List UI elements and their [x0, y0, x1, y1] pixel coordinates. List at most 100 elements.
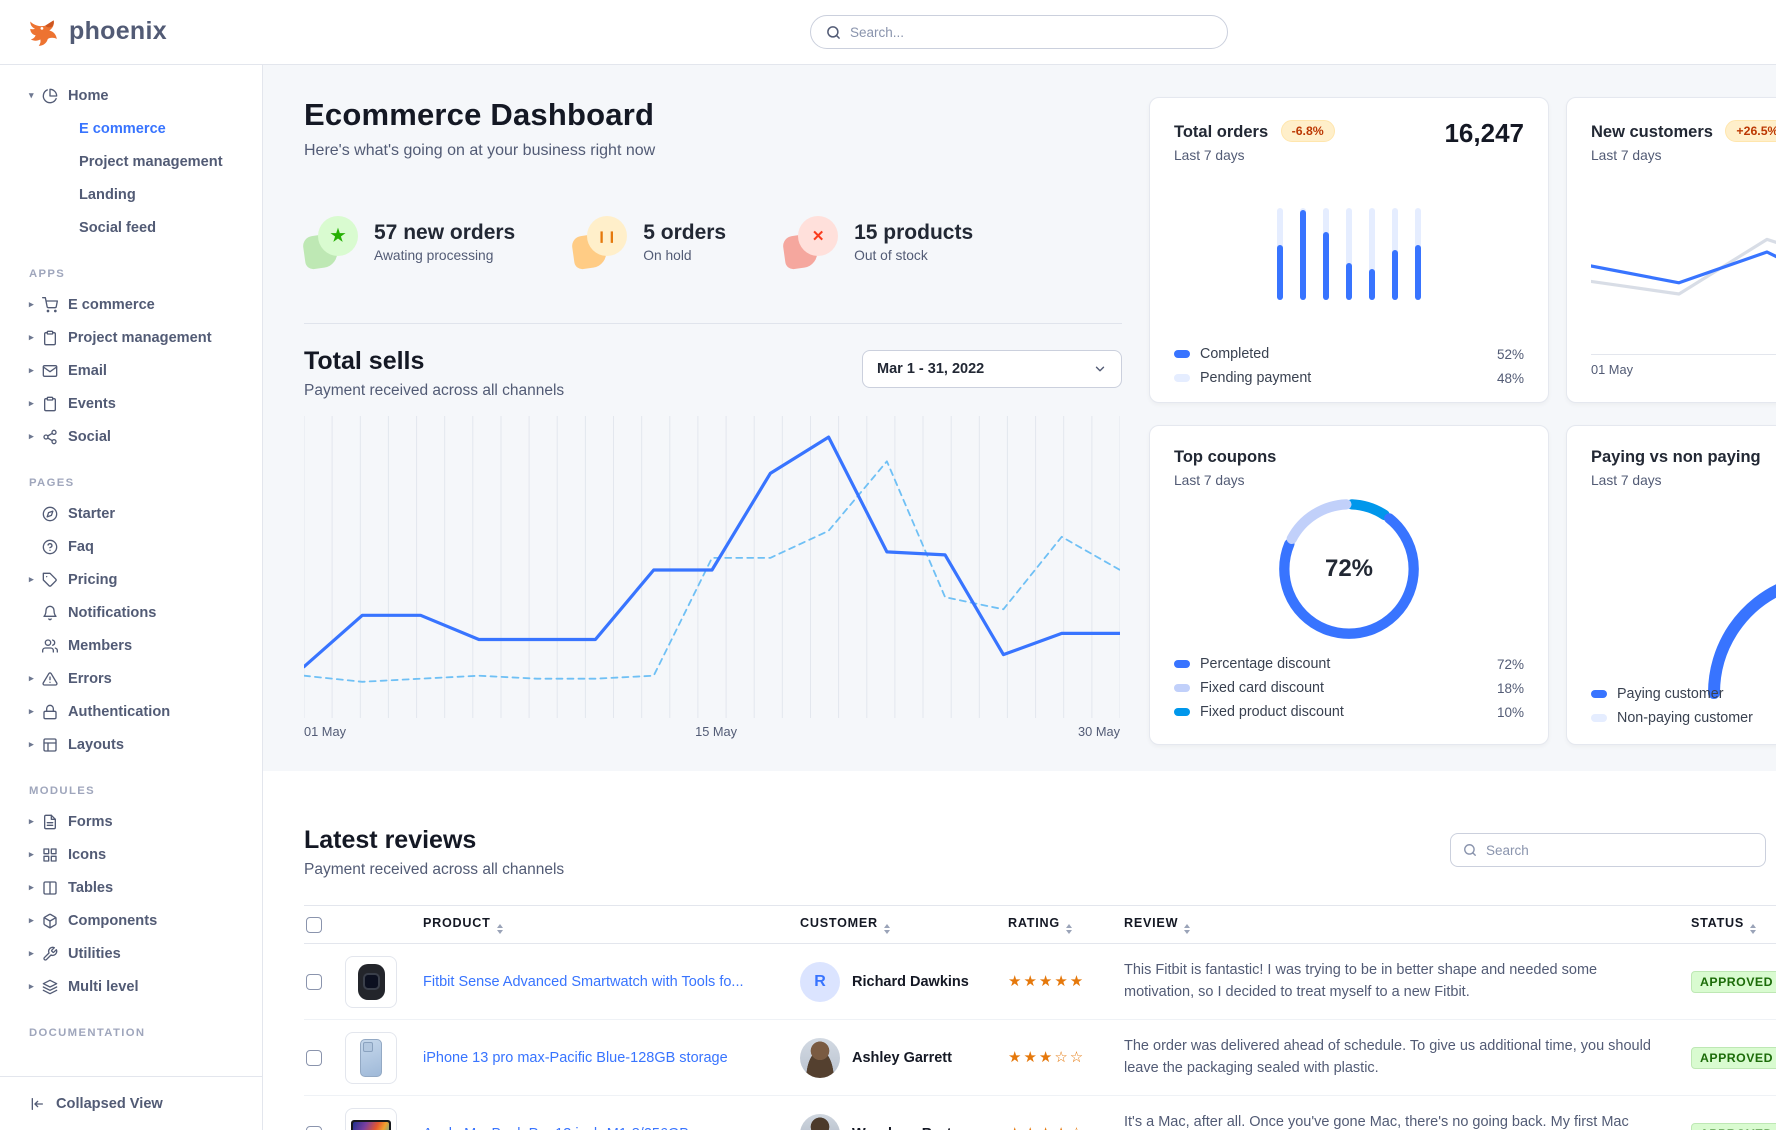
- order-bar: [1346, 208, 1352, 300]
- product-thumbnail-fitbit[interactable]: [345, 955, 397, 1008]
- clipboard-icon: [44, 396, 56, 411]
- caret-right-icon: ▸: [29, 849, 34, 859]
- column-header-status[interactable]: STATUS: [1691, 905, 1776, 944]
- product-thumbnail-macbook[interactable]: [345, 1107, 397, 1130]
- review-text: This Fitbit is fantastic! I was trying t…: [1124, 962, 1598, 1000]
- sidebar-item-layouts[interactable]: ▸ Layouts: [29, 736, 124, 753]
- order-bar: [1277, 208, 1283, 300]
- sidebar: ▾ Home E commerce Project management Lan…: [0, 65, 263, 1130]
- column-header-customer[interactable]: CUSTOMER: [800, 905, 1008, 944]
- sidebar-item-starter[interactable]: Starter: [29, 497, 252, 530]
- grid-icon: [43, 847, 57, 862]
- sort-icon[interactable]: [1184, 923, 1191, 934]
- product-link[interactable]: Apple MacBook Pro 13 inch-M1-8/256GB: [423, 1126, 689, 1130]
- legend-completed: Completed 52%: [1174, 342, 1524, 366]
- sidebar-item-apps-events[interactable]: ▸ Events: [29, 395, 116, 412]
- section-label-documentation: DOCUMENTATION: [29, 1027, 146, 1039]
- sidebar-item-multi-level[interactable]: ▸ Multi level: [29, 978, 139, 995]
- sidebar-item-icons[interactable]: ▸ Icons: [29, 846, 107, 863]
- sidebar-item-apps-ecommerce[interactable]: ▸ E commerce: [29, 296, 155, 313]
- brand[interactable]: phoenix: [0, 0, 1776, 48]
- top-coupons-donut-chart: 72%: [1274, 494, 1424, 644]
- global-search-input[interactable]: [850, 24, 1212, 40]
- box-icon: [43, 913, 57, 928]
- sidebar-item-members[interactable]: Members: [29, 629, 252, 662]
- search-icon: [827, 25, 840, 39]
- sidebar-item-faq[interactable]: Faq: [29, 530, 252, 563]
- chevron-down-icon: [1095, 366, 1105, 372]
- reviews-search-input[interactable]: [1486, 842, 1753, 858]
- kpi-cards: Total orders -6.8% Last 7 days 16,247 Co…: [1149, 97, 1776, 745]
- select-all-checkbox[interactable]: [306, 916, 322, 933]
- sort-icon[interactable]: [1065, 923, 1072, 934]
- legend-marker: [1174, 374, 1190, 382]
- sidebar-item-components[interactable]: ▸ Components: [29, 912, 158, 929]
- status-badge: APPROVED ✓: [1691, 1122, 1776, 1130]
- product-link[interactable]: iPhone 13 pro max-Pacific Blue-128GB sto…: [423, 1049, 728, 1066]
- product-link[interactable]: Fitbit Sense Advanced Smartwatch with To…: [423, 973, 744, 990]
- sidebar-item-forms[interactable]: ▸ Forms: [29, 813, 113, 830]
- collapse-sidebar-button[interactable]: Collapsed View: [0, 1076, 262, 1130]
- sidebar-item-apps-project-management[interactable]: ▸ Project management: [29, 329, 212, 346]
- sort-icon[interactable]: [883, 923, 890, 934]
- sidebar-item-utilities[interactable]: ▸ Utilities: [29, 945, 121, 962]
- total-sells-title: Total sells: [304, 347, 425, 375]
- page-title: Ecommerce Dashboard: [304, 97, 655, 132]
- sidebar-item-ecommerce-page[interactable]: E commerce: [79, 120, 166, 137]
- caret-right-icon: ▸: [29, 882, 34, 892]
- paying-vs-nonpaying-card: Paying vs non paying Last 7 days Paying …: [1566, 425, 1776, 745]
- sidebar-item-project-management-page[interactable]: Project management: [79, 153, 223, 170]
- sort-icon[interactable]: [496, 923, 503, 934]
- layout-icon: [43, 737, 57, 752]
- row-checkbox[interactable]: [306, 1049, 322, 1066]
- column-header-product[interactable]: PRODUCT: [423, 905, 800, 944]
- column-header-review[interactable]: REVIEW: [1124, 905, 1691, 944]
- pie-chart-icon: [42, 88, 58, 103]
- sidebar-item-notifications[interactable]: Notifications: [29, 596, 252, 629]
- order-bar: [1300, 208, 1306, 300]
- legend-marker: [1174, 684, 1190, 692]
- caret-right-icon: ▸: [29, 431, 34, 441]
- tag-icon: [42, 572, 57, 587]
- total-orders-value: 16,247: [1444, 118, 1524, 148]
- sidebar-item-tables[interactable]: ▸ Tables: [29, 879, 114, 896]
- row-checkbox[interactable]: [306, 1125, 322, 1130]
- date-range-select[interactable]: Mar 1 - 31, 2022: [862, 350, 1122, 388]
- sidebar-item-landing-page[interactable]: Landing: [79, 186, 136, 203]
- caret-right-icon: ▸: [29, 706, 34, 716]
- star-icon: ★: [318, 216, 358, 256]
- sidebar-item-apps-social[interactable]: ▸ Social: [29, 428, 111, 445]
- home-children: E commerce Project management Landing So…: [29, 112, 252, 244]
- sidebar-item-errors[interactable]: ▸ Errors: [29, 670, 112, 687]
- avatar: R: [800, 961, 840, 1002]
- rating-stars: ★★★★☆: [1008, 1125, 1085, 1130]
- row-checkbox[interactable]: [306, 973, 322, 990]
- table-row: Apple MacBook Pro 13 inch-M1-8/256GB Woo…: [304, 1095, 1776, 1130]
- global-search[interactable]: [810, 15, 1228, 49]
- avatar: [800, 1037, 840, 1078]
- sidebar-item-social-feed-page[interactable]: Social feed: [79, 219, 157, 236]
- customer-cell: R Richard Dawkins: [800, 961, 1008, 1002]
- total-orders-card: Total orders -6.8% Last 7 days 16,247 Co…: [1149, 97, 1549, 403]
- reviews-search[interactable]: [1450, 833, 1766, 867]
- alert-triangle-icon: [42, 671, 58, 686]
- sort-icon[interactable]: [1750, 923, 1757, 934]
- product-thumbnail-iphone[interactable]: [345, 1031, 397, 1084]
- axis-line: [1591, 354, 1776, 355]
- table-header-row: PRODUCT CUSTOMER RATING REVIEW STATUS: [304, 905, 1776, 944]
- sidebar-item-pricing[interactable]: ▸ Pricing: [29, 571, 118, 588]
- bell-icon: [43, 605, 57, 620]
- clipboard-icon: [44, 330, 56, 345]
- legend-paying-customer: Paying customer: [1591, 682, 1776, 706]
- stat-new-orders: ★ 57 new orders Awating processing: [301, 216, 515, 271]
- status-badge: APPROVED ✓: [1691, 1046, 1776, 1069]
- column-header-rating[interactable]: RATING: [1008, 905, 1124, 944]
- sidebar-item-authentication[interactable]: ▸ Authentication: [29, 703, 171, 720]
- sidebar-item-home[interactable]: ▾ Home: [29, 87, 109, 104]
- legend-fixed-product-discount: Fixed product discount 10%: [1174, 700, 1524, 724]
- rating-stars: ★★★☆☆: [1008, 1049, 1086, 1066]
- paying-gauge-chart: [1708, 584, 1776, 699]
- sidebar-item-apps-email[interactable]: ▸ Email: [29, 362, 107, 379]
- wrench-icon: [43, 946, 58, 961]
- caret-right-icon: ▸: [29, 332, 34, 342]
